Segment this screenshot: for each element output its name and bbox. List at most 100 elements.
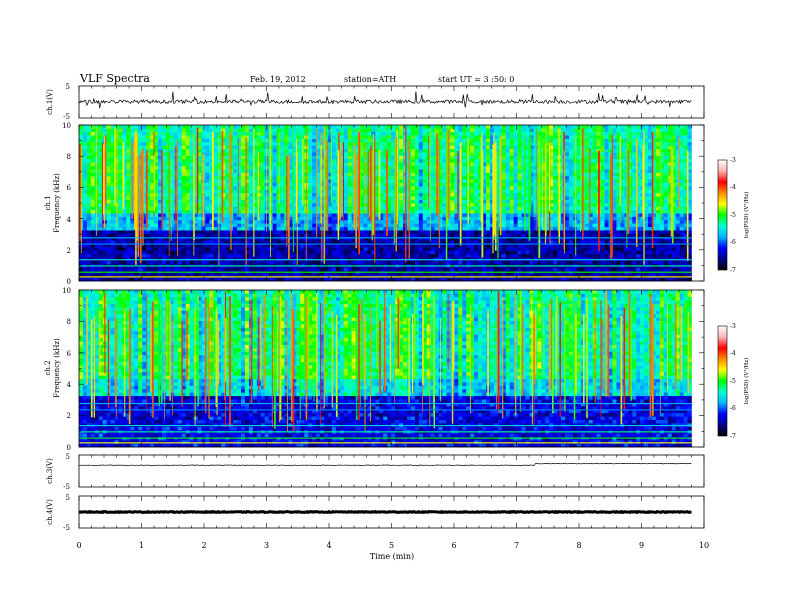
spectrogram-cell: [399, 186, 404, 190]
spectrogram-cell: [454, 148, 459, 153]
spectrogram-cell: [118, 243, 123, 248]
spectrogram-cell: [367, 240, 372, 244]
spectrogram-cell: [197, 257, 202, 261]
spectrogram-cell: [486, 260, 491, 265]
spectrogram-cell: [86, 165, 92, 170]
spectrogram-cell: [201, 128, 206, 133]
spectrogram-cell: [118, 152, 123, 156]
spectrogram-cell: [414, 206, 420, 211]
spectrogram-cell: [221, 148, 226, 153]
spectrogram-cell: [497, 277, 503, 282]
spectrogram-cell: [256, 145, 262, 150]
spectrogram-cell: [225, 148, 230, 153]
spectrogram-cell: [316, 189, 321, 194]
spectrogram-cell: [489, 223, 495, 228]
spectrogram-cell: [399, 216, 404, 221]
spectrogram-cell: [359, 213, 364, 217]
spectrogram-cell: [252, 186, 258, 190]
spectrogram-cell: [474, 226, 479, 231]
spectrogram-cell: [118, 158, 123, 163]
spectrogram-cell: [169, 206, 175, 211]
spectrogram-cell: [213, 230, 218, 234]
spectrogram-cell: [347, 277, 352, 282]
spectrogram-cell: [169, 169, 175, 173]
spectrogram-cell: [489, 199, 495, 204]
spectrogram-cell: [355, 226, 360, 231]
spectrogram-cell: [272, 230, 277, 234]
spectrogram-cell: [122, 158, 127, 163]
spectrogram-cell: [158, 243, 163, 248]
spectrogram-cell: [371, 260, 376, 265]
spectrogram-cell: [288, 162, 293, 166]
spectrogram-cell: [379, 233, 384, 238]
spectrogram-cell: [414, 148, 420, 153]
spectrogram-cell: [82, 213, 88, 217]
spectrogram-cell: [355, 240, 360, 244]
spectrogram-cell: [410, 209, 416, 214]
spectrogram-cell: [327, 125, 333, 129]
spectrogram-cell: [335, 243, 341, 248]
spectrogram-cell: [300, 243, 305, 248]
spectrogram-cell: [438, 236, 443, 241]
spectrogram-cell: [343, 203, 349, 207]
spectrogram-cell: [327, 135, 333, 139]
spectrogram-cell: [209, 125, 214, 129]
spectrogram-cell: [173, 277, 179, 282]
spectrogram-cell: [422, 175, 428, 180]
spectrogram-cell: [244, 192, 250, 197]
spectrogram-cell: [158, 206, 163, 211]
spectrogram-cell: [434, 240, 439, 244]
spectrogram-cell: [185, 155, 190, 160]
spectrogram-cell: [442, 199, 447, 204]
spectrogram-cell: [343, 267, 349, 272]
spectrogram-cell: [241, 172, 246, 177]
spectrogram-cell: [367, 152, 372, 156]
spectrogram-cell: [241, 260, 246, 265]
spectrogram-cell: [154, 223, 159, 228]
spectrogram-cell: [201, 135, 206, 139]
spectrogram-cell: [474, 145, 479, 150]
spectrogram-cell: [217, 196, 222, 200]
spectrogram-cell: [288, 243, 293, 248]
spectrogram-cell: [474, 216, 479, 221]
spectrogram-cell: [351, 138, 356, 143]
spectrogram-cell: [79, 125, 84, 129]
spectrogram-cell: [122, 148, 127, 153]
spectrogram-cell: [268, 277, 273, 282]
spectrogram-cell: [363, 128, 368, 133]
spectrogram-cell: [414, 141, 420, 146]
spectrogram-cell: [154, 192, 159, 197]
spectrogram-cell: [118, 213, 123, 217]
spectrogram-cell: [244, 233, 250, 238]
spectrogram-cell: [161, 141, 167, 146]
spectrogram-cell: [110, 267, 115, 272]
spectrogram-cell: [221, 199, 226, 204]
spectrogram-cell: [446, 250, 451, 255]
spectrogram-cell: [276, 148, 281, 153]
spectrogram-cell: [233, 250, 238, 255]
spectrogram-cell: [165, 158, 171, 163]
spectrogram-cell: [260, 213, 266, 217]
spectrogram-cell: [193, 175, 198, 180]
spectrogram-cell: [165, 260, 171, 265]
spectrogram-cell: [414, 253, 420, 258]
spectrogram-cell: [497, 267, 503, 272]
spectrogram-cell: [363, 223, 368, 228]
spectrogram-cell: [300, 250, 305, 255]
spectrogram-cell: [217, 175, 222, 180]
spectrogram-cell: [450, 260, 455, 265]
spectrogram-cell: [177, 131, 183, 136]
spectrogram-cell: [422, 155, 428, 160]
spectrogram-cell: [126, 196, 131, 200]
spectrogram-cell: [244, 135, 250, 139]
spectrogram-cell: [482, 219, 487, 224]
spectrogram-cell: [466, 243, 471, 248]
spectrogram-cell: [489, 230, 495, 234]
spectrogram-cell: [102, 233, 107, 238]
spectrogram-cell: [339, 182, 345, 187]
spectrogram-cell: [86, 257, 92, 261]
spectrogram-cell: [161, 236, 167, 241]
spectrogram-cell: [355, 186, 360, 190]
spectrogram-cell: [418, 169, 424, 173]
spectrogram-cell: [142, 247, 147, 251]
